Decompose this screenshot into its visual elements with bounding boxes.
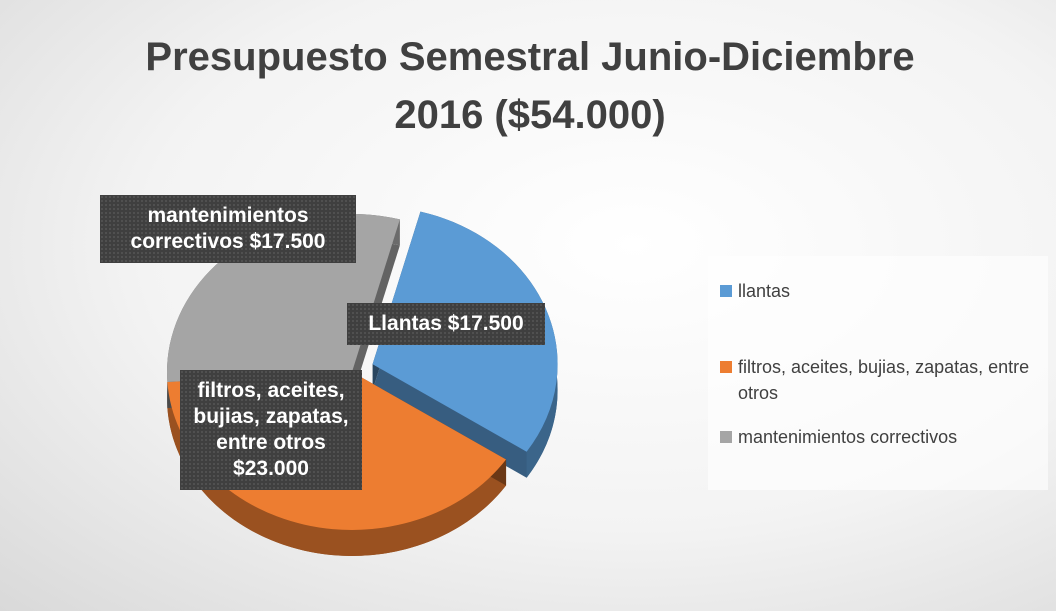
- data-label: mantenimientos correctivos $17.500: [100, 195, 356, 263]
- legend-label: llantas: [738, 281, 791, 301]
- slice-side: [167, 381, 507, 556]
- legend-swatch: [720, 431, 732, 443]
- data-label: filtros, aceites, bujias, zapatas, entre…: [180, 370, 362, 490]
- legend-item: filtros, aceites, bujias, zapatas, entre…: [720, 354, 1040, 406]
- legend-label: filtros, aceites, bujias, zapatas, entre…: [738, 357, 1030, 403]
- legend-item: mantenimientos correctivos: [720, 424, 1040, 450]
- legend-label: mantenimientos correctivos: [738, 427, 958, 447]
- legend-swatch: [720, 361, 732, 373]
- legend-item: llantas: [720, 278, 1040, 304]
- legend: llantas filtros, aceites, bujias, zapatas…: [708, 256, 1048, 490]
- chart-title: Presupuesto Semestral Junio-Diciembre 20…: [145, 35, 915, 137]
- data-label: Llantas $17.500: [347, 303, 545, 345]
- legend-swatch: [720, 285, 732, 297]
